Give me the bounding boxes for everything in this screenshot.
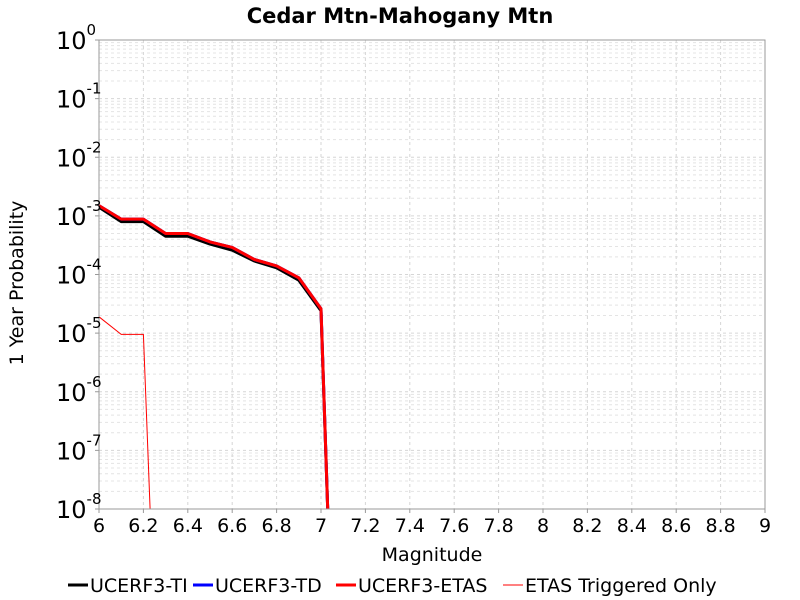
y-tick-base: 10 bbox=[56, 203, 87, 231]
series-layer bbox=[98, 204, 330, 510]
y-tick-base: 10 bbox=[56, 320, 87, 348]
x-tick-label: 9 bbox=[759, 515, 771, 537]
x-axis-label: Magnitude bbox=[382, 544, 483, 566]
y-tick-label: 10-1 bbox=[56, 80, 102, 114]
y-tick-exponent: -2 bbox=[87, 138, 102, 156]
legend-label: ETAS Triggered Only bbox=[525, 575, 717, 597]
chart-title: Cedar Mtn-Mahogany Mtn bbox=[247, 4, 554, 28]
y-tick-base: 10 bbox=[56, 144, 87, 172]
legend: UCERF3-TI UCERF3-TD UCERF3-ETAS ETAS Trigge… bbox=[68, 575, 717, 597]
x-tick-label: 6.6 bbox=[217, 515, 247, 537]
x-tick-label: 6.2 bbox=[128, 515, 158, 537]
x-tick-label: 8 bbox=[537, 515, 549, 537]
minor-grid bbox=[99, 42, 765, 492]
y-tick-exponent: -1 bbox=[87, 80, 102, 98]
x-axis-ticks: 6 6.2 6.4 6.6 6.8 7 7.2 7.4 7.6 7.8 8 8.2 8.4 8.6 8.8 9 bbox=[93, 509, 771, 537]
x-tick-label: 6.8 bbox=[261, 515, 291, 537]
y-tick-exponent: -4 bbox=[87, 256, 102, 274]
y-tick-label: 10-7 bbox=[56, 431, 102, 465]
y-tick-base: 10 bbox=[56, 437, 87, 465]
y-tick-base: 10 bbox=[56, 379, 87, 407]
y-tick-label: 10-3 bbox=[56, 197, 102, 231]
y-tick-base: 10 bbox=[56, 262, 87, 290]
x-tick-label: 8.2 bbox=[572, 515, 602, 537]
x-tick-label: 6.4 bbox=[173, 515, 203, 537]
x-tick-label: 7.8 bbox=[483, 515, 513, 537]
x-tick-label: 7.6 bbox=[439, 515, 469, 537]
y-tick-label: 10-5 bbox=[56, 314, 102, 348]
y-tick-base: 10 bbox=[56, 86, 87, 114]
y-tick-base: 10 bbox=[56, 496, 87, 524]
y-tick-exponent: -6 bbox=[87, 373, 102, 391]
x-tick-label: 7.2 bbox=[350, 515, 380, 537]
y-tick-label: 10-6 bbox=[56, 373, 102, 407]
y-tick-exponent: -8 bbox=[87, 490, 102, 508]
x-tick-label: 8.6 bbox=[661, 515, 691, 537]
y-tick-exponent: 0 bbox=[87, 21, 97, 39]
x-tick-label: 6 bbox=[93, 515, 105, 537]
series-line-etas-triggered-only bbox=[98, 316, 151, 510]
y-tick-label: 10-8 bbox=[56, 490, 102, 524]
y-tick-label: 10-2 bbox=[56, 138, 102, 172]
legend-label: UCERF3-ETAS bbox=[358, 575, 487, 597]
y-tick-exponent: -5 bbox=[87, 314, 102, 332]
legend-label: UCERF3-TD bbox=[215, 575, 322, 597]
x-tick-label: 8.8 bbox=[705, 515, 735, 537]
legend-label: UCERF3-TI bbox=[90, 575, 188, 597]
y-tick-base: 10 bbox=[56, 27, 87, 55]
y-tick-label: 100 bbox=[56, 21, 96, 55]
x-tick-label: 7.4 bbox=[395, 515, 425, 537]
x-tick-label: 8.4 bbox=[617, 515, 647, 537]
y-tick-label: 10-4 bbox=[56, 256, 102, 290]
series-line-ucerf3-etas bbox=[98, 204, 330, 510]
y-axis-label: 1 Year Probability bbox=[6, 201, 28, 366]
y-tick-exponent: -3 bbox=[87, 197, 102, 215]
x-tick-label: 7 bbox=[315, 515, 327, 537]
y-tick-exponent: -7 bbox=[87, 431, 102, 449]
